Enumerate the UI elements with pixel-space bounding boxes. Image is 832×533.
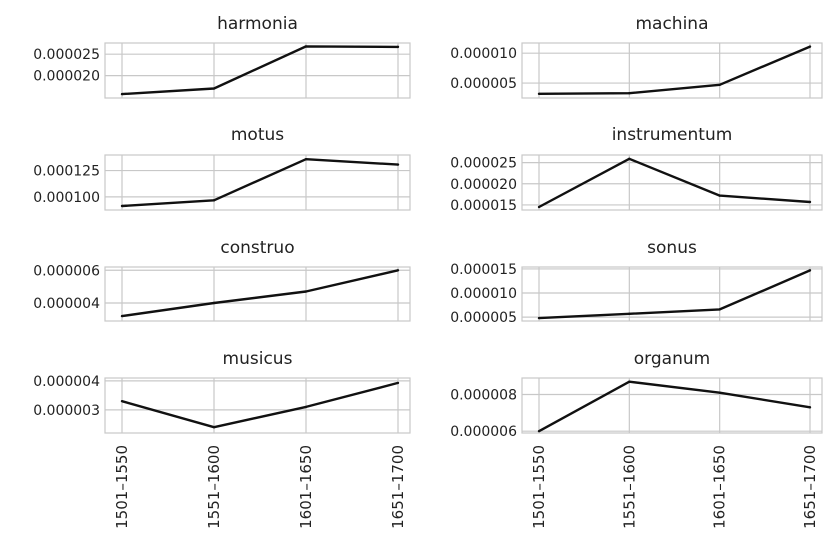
x-tick-label: 1601–1650 [297,445,315,529]
y-tick-label: 0.000003 [33,403,100,419]
data-point [718,194,721,197]
series-line [121,381,399,429]
x-tick-label: 1501–1550 [113,445,131,529]
y-tick-label: 0.000004 [33,296,100,312]
y-tick-label: 0.000010 [450,46,517,62]
x-tick-label: 1501–1550 [530,445,548,529]
x-tick-label: 1651–1700 [389,445,407,529]
data-point [628,157,631,161]
x-tick-label: 1551–1600 [620,445,638,529]
panel-title: motus [231,125,284,145]
series-line [538,45,811,95]
data-point [212,199,216,202]
y-tick-label: 0.000020 [33,69,100,85]
x-tick-label: 1551–1600 [205,445,223,529]
series-line [538,380,811,433]
y-tick-label: 0.000100 [33,190,100,206]
y-tick-label: 0.000010 [450,286,517,302]
data-point [808,406,812,409]
y-tick-label: 0.000004 [33,374,100,390]
series-line [538,269,811,320]
y-tick-label: 0.000125 [33,164,100,180]
panel-construo: construo 0.000004 0.000006 [33,238,411,322]
panel-instrumentum: instrumentum 0.000015 0.000020 0.000025 [450,125,823,214]
y-tick-label: 0.000025 [450,156,517,172]
panel-sonus: sonus 0.000005 0.000010 0.000015 [450,238,823,326]
y-tick-label: 0.000005 [450,310,517,326]
panel-title: machina [635,14,708,34]
panel-title: sonus [647,238,697,258]
y-tick-label: 0.000025 [33,47,100,63]
data-point [120,399,124,403]
data-point [396,163,400,166]
panel-frame [104,154,411,211]
data-point [396,45,400,49]
series-line [121,45,399,96]
y-tick-label: 0.000020 [450,177,517,193]
panel-title: instrumentum [612,125,733,145]
panel-frame [521,266,823,322]
data-point [304,290,308,293]
data-point [808,269,812,272]
panel-title: organum [634,349,710,369]
panel-frame [521,154,823,211]
series-line [121,157,399,208]
data-point [304,45,308,48]
panel-frame [104,377,411,434]
series-line [121,269,399,318]
panel-frame [104,42,411,99]
data-point [718,308,721,311]
panel-organum: organum 0.000006 0.000008 1501–1550 1551–160… [450,349,823,529]
panel-title: musicus [223,349,293,369]
data-point [808,45,812,48]
data-point [537,92,541,96]
panel-motus: motus 0.000100 0.000125 [33,125,411,211]
data-point [212,301,216,305]
panel-title: construo [220,238,294,258]
y-tick-label: 0.000008 [450,388,517,404]
y-tick-label: 0.000015 [450,262,517,278]
data-point [120,92,124,96]
data-point [396,381,400,385]
data-point [628,380,631,383]
data-point [396,269,400,272]
panel-frame [104,266,411,322]
data-point [212,426,216,429]
y-tick-label: 0.000006 [450,424,517,440]
series-line [538,157,811,209]
panel-frame [521,42,823,99]
panel-title: harmonia [217,14,298,34]
panel-musicus: musicus 0.000003 0.000004 1501–1550 1551–160… [33,349,411,529]
data-point [537,205,541,209]
y-tick-label: 0.000005 [450,76,517,92]
data-point [628,92,631,95]
data-point [808,200,812,204]
x-tick-label: 1651–1700 [801,445,819,529]
data-point [120,314,124,318]
data-point [718,391,721,394]
data-point [628,312,631,315]
data-point [212,87,216,90]
y-tick-label: 0.000006 [33,263,100,279]
y-tick-label: 0.000015 [450,198,517,214]
data-point [718,83,721,87]
data-point [537,429,541,433]
panel-machina: machina 0.000005 0.000010 [450,14,823,99]
data-point [304,158,308,161]
data-point [120,204,124,208]
data-point [304,405,308,409]
panel-frame [521,377,823,434]
data-point [537,316,541,320]
panel-harmonia: harmonia 0.000020 0.000025 [33,14,411,99]
x-tick-label: 1601–1650 [711,445,729,529]
